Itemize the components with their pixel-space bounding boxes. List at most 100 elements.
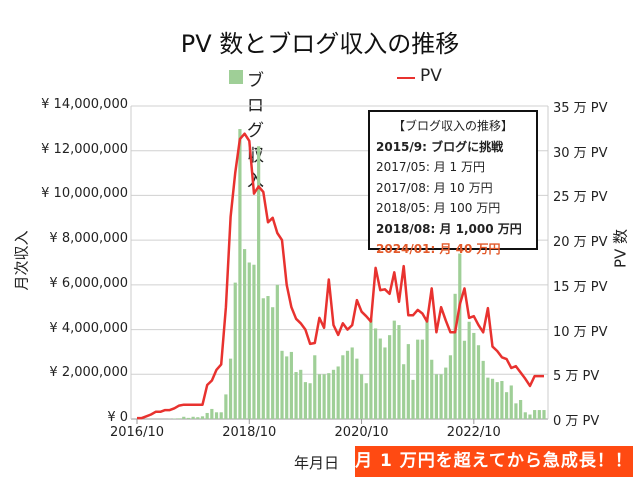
revenue-bar — [542, 410, 546, 419]
legend-line-label: PV — [420, 66, 442, 86]
y-right-tick-label: 30 万 PV — [553, 145, 608, 161]
x-tick-label: 2020/10 — [334, 425, 389, 440]
revenue-bar — [210, 408, 214, 419]
revenue-bar — [191, 416, 195, 419]
revenue-bar — [523, 412, 527, 419]
revenue-bar — [308, 383, 312, 419]
x-axis-label: 年月日 — [294, 454, 340, 472]
revenue-bar — [369, 319, 373, 419]
annotation-line: 2017/05: 月 1 万円 — [376, 160, 485, 174]
annotation-line: 2018/05: 月 100 万円 — [376, 201, 501, 215]
y-left-tick-label: ¥ 6,000,000 — [49, 275, 128, 291]
revenue-bar — [462, 340, 467, 419]
revenue-bar — [514, 403, 518, 419]
revenue-bar — [299, 369, 303, 419]
revenue-bar — [186, 417, 191, 419]
revenue-bar — [402, 364, 406, 419]
revenue-bar — [397, 325, 401, 419]
revenue-bar — [327, 373, 331, 419]
y-right-tick-label: 0 万 PV — [553, 414, 600, 429]
revenue-bar — [233, 282, 237, 419]
revenue-bar — [252, 264, 256, 419]
revenue-bar — [336, 366, 340, 419]
annotation-heading: 【ブログ収入の推移】 — [392, 119, 513, 133]
y-right-tick-label: 20 万 PV — [553, 235, 608, 251]
legend-bar-swatch — [229, 70, 243, 84]
revenue-bar — [275, 284, 279, 419]
revenue-bar — [289, 351, 293, 419]
y-left-tick-label: ¥ 10,000,000 — [41, 186, 128, 202]
y-right-tick-label: 15 万 PV — [553, 279, 608, 295]
revenue-bar — [313, 355, 317, 419]
revenue-bar — [519, 399, 523, 419]
revenue-bar — [388, 335, 392, 419]
revenue-bar — [500, 380, 504, 419]
revenue-bar — [350, 347, 354, 419]
revenue-bar — [303, 382, 308, 419]
revenue-bar — [439, 374, 443, 419]
revenue-bar — [533, 410, 537, 419]
revenue-bar — [271, 307, 275, 419]
y-left-tick-label: ¥ 0 — [107, 410, 128, 425]
revenue-bar — [472, 332, 476, 419]
revenue-bar — [476, 345, 481, 419]
revenue-bar — [453, 293, 457, 419]
revenue-bar — [205, 412, 209, 419]
revenue-bar — [214, 412, 219, 419]
revenue-bar — [486, 377, 490, 419]
revenue-bar — [383, 347, 387, 419]
y-left-axis-label: 月次収入 — [12, 230, 31, 291]
revenue-bar — [425, 317, 429, 419]
revenue-bar — [392, 320, 396, 419]
y-left-tick-label: ¥ 8,000,000 — [49, 231, 128, 247]
annotation-box: 【ブログ収入の推移】 2015/9: ブログに挑戦 2017/05: 月 1 万円… — [368, 110, 538, 256]
revenue-bar — [364, 383, 368, 419]
revenue-bar — [458, 253, 462, 419]
revenue-bar — [317, 374, 322, 419]
revenue-bar — [200, 416, 205, 419]
revenue-bar — [448, 355, 453, 419]
y-left-tick-label: ¥ 14,000,000 — [41, 97, 128, 112]
revenue-bar — [242, 249, 247, 419]
y-left-tick-label: ¥ 12,000,000 — [41, 141, 128, 157]
revenue-bar — [406, 344, 410, 419]
revenue-bar — [238, 129, 242, 419]
revenue-bar — [495, 382, 499, 419]
revenue-bar — [420, 339, 424, 419]
revenue-bar — [416, 339, 420, 419]
revenue-bar — [280, 350, 284, 419]
revenue-bar — [490, 378, 495, 419]
revenue-bar — [285, 356, 289, 419]
revenue-bar — [430, 359, 434, 419]
x-tick-label: 2022/10 — [446, 425, 501, 440]
revenue-bar — [266, 296, 270, 419]
legend-line-swatch — [397, 77, 415, 79]
revenue-bar — [378, 338, 382, 419]
y-right-tick-label: 35 万 PV — [553, 101, 608, 116]
revenue-bar — [257, 146, 261, 419]
y-right-axis-label: PV 数 — [611, 228, 630, 269]
revenue-bar — [528, 414, 532, 419]
annotation-line: 2017/08: 月 10 万円 — [376, 180, 493, 195]
revenue-bar — [294, 372, 298, 419]
annotation-line: 2015/9: ブログに挑戦 — [376, 139, 504, 154]
chart-title: PV 数とブログ収入の推移 — [180, 30, 460, 58]
annotation-line: 2024/01: 月 40 万円 — [376, 242, 501, 256]
revenue-bar — [322, 374, 326, 419]
revenue-bar — [247, 262, 251, 419]
highlight-banner: 月 1 万円を超えてから急成長！！ — [355, 446, 633, 477]
annotation-line: 2018/08: 月 1,000 万円 — [376, 221, 522, 236]
revenue-bar — [359, 374, 364, 419]
revenue-bar — [196, 417, 200, 419]
revenue-bar — [228, 358, 233, 419]
y-left-tick-label: ¥ 2,000,000 — [49, 365, 128, 381]
revenue-bar — [261, 298, 265, 419]
revenue-bar — [509, 385, 513, 419]
y-right-tick-label: 25 万 PV — [553, 190, 608, 206]
revenue-bar — [341, 355, 345, 419]
revenue-bar — [481, 360, 485, 419]
revenue-bar — [467, 321, 471, 419]
revenue-bar — [373, 328, 378, 419]
revenue-bar — [219, 412, 223, 419]
